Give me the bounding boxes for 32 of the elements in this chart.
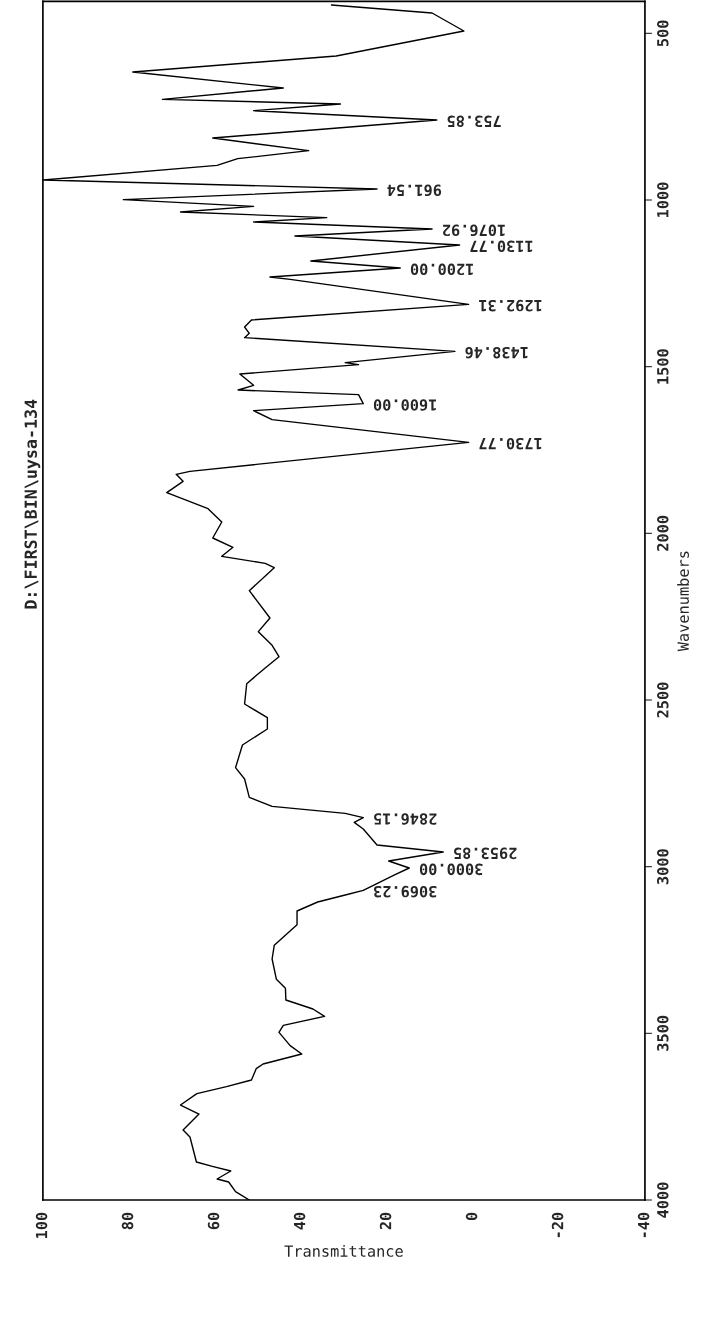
y-tick-label: 2500	[657, 682, 669, 718]
y-tick-label: 500	[657, 20, 669, 47]
x-tick-label: 40	[293, 1212, 306, 1230]
annotation: 2953.85	[454, 847, 517, 860]
annotation: 1200.00	[410, 263, 473, 276]
x-tick-label: 0	[465, 1212, 478, 1221]
annotation: 1730.77	[479, 437, 542, 450]
x-tick-label: -20	[551, 1212, 564, 1238]
annotation: 3000.00	[419, 863, 483, 876]
y-tick-label: 3000	[657, 849, 669, 885]
x-axis-title: Transmittance	[284, 1245, 403, 1257]
annotation: 3069.23	[373, 885, 437, 898]
y-axis-title: Wavenumbers	[677, 551, 689, 652]
annotation: 1292.31	[479, 299, 542, 312]
annotation: 753.85	[447, 115, 501, 128]
annotation: 1076.92	[443, 224, 505, 237]
annotation: 1600.00	[373, 399, 436, 411]
x-tick-label: 80	[121, 1212, 134, 1230]
y-tick-label: 1500	[657, 349, 669, 384]
y-tick-label: 1000	[657, 182, 669, 217]
x-tick-label: 100	[35, 1212, 48, 1238]
y-tick-label: 2000	[657, 515, 669, 551]
annotation: 2846.15	[374, 813, 437, 825]
x-tick-label: 60	[207, 1212, 220, 1230]
x-tick-label: -40	[637, 1212, 650, 1238]
y-tick-label: 3500	[657, 1015, 669, 1051]
annotation: 961.54	[387, 184, 442, 197]
text: D:\FIRST\BIN\uysa-134	[24, 399, 41, 609]
x-tick-label: 20	[379, 1212, 392, 1230]
annotation: 1130.77	[470, 240, 533, 253]
y-tick-label: 4000	[657, 1182, 669, 1218]
annotation: 1438.46	[465, 346, 528, 359]
